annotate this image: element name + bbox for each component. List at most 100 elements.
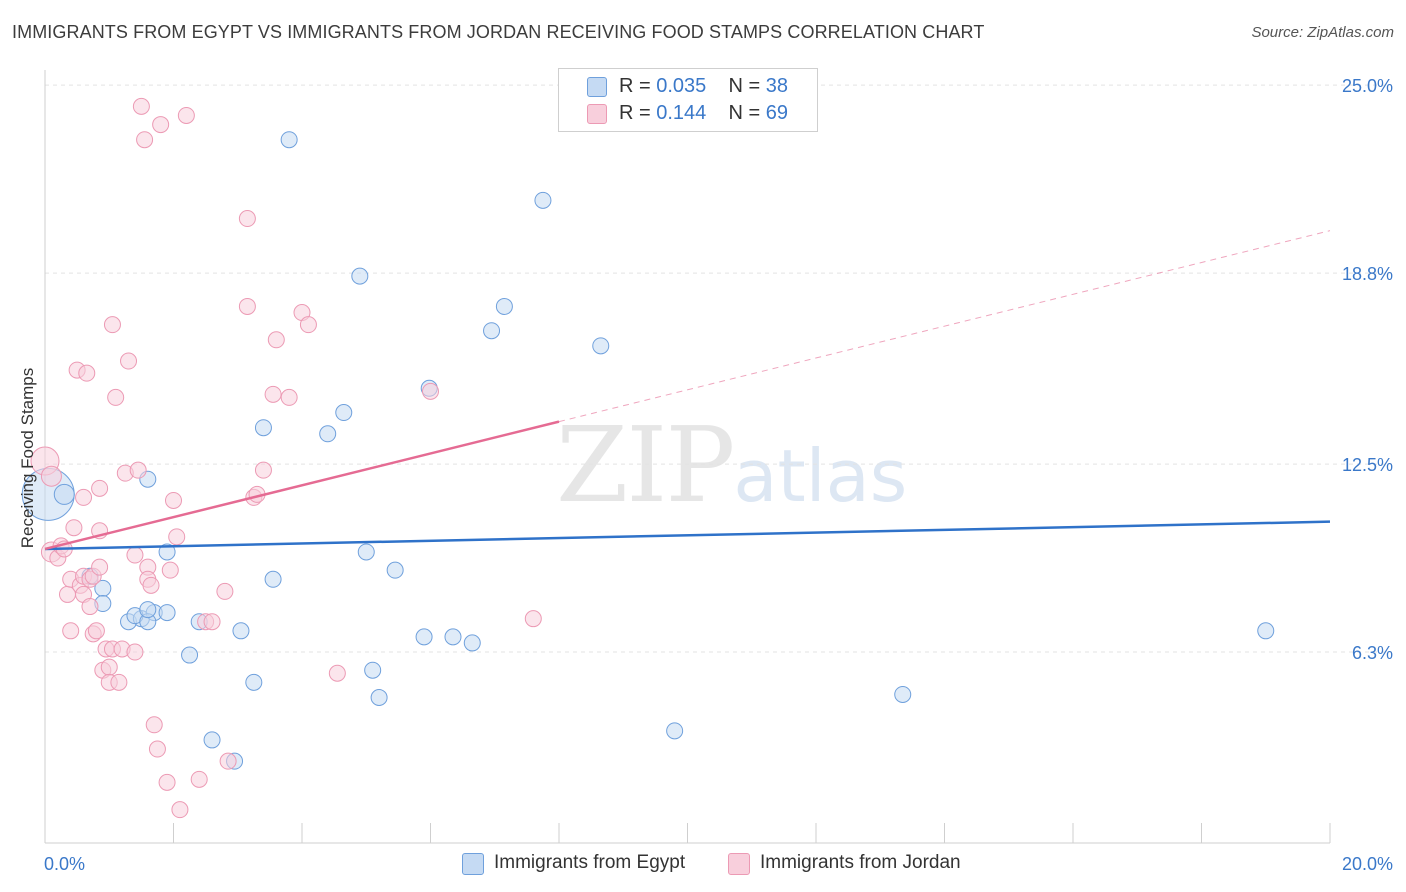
- data-point-jordan: [267, 331, 285, 349]
- data-point-jordan: [238, 297, 256, 315]
- data-point-jordan: [132, 97, 150, 115]
- data-point-jordan: [524, 610, 542, 628]
- data-point-egypt: [181, 646, 199, 664]
- data-point-egypt: [254, 419, 272, 437]
- data-point-egypt: [264, 570, 282, 588]
- data-point-jordan: [145, 716, 163, 734]
- data-point-jordan: [126, 546, 144, 564]
- data-point-egypt: [280, 131, 298, 149]
- data-point-jordan: [87, 622, 105, 640]
- x-tick-label: 0.0%: [44, 854, 85, 874]
- y-tick-label: 6.3%: [1352, 643, 1393, 663]
- legend-r-value-jordan: 0.144: [656, 102, 707, 124]
- data-point-jordan: [254, 461, 272, 479]
- data-point-jordan: [120, 352, 138, 370]
- source-credit: Source: ZipAtlas.com: [1251, 24, 1394, 41]
- data-point-jordan: [91, 479, 109, 497]
- chart-title: IMMIGRANTS FROM EGYPT VS IMMIGRANTS FROM…: [12, 22, 985, 42]
- data-point-egypt: [463, 634, 481, 652]
- data-point-egypt: [351, 267, 369, 285]
- data-point-egypt: [415, 628, 433, 646]
- data-point-jordan: [152, 116, 170, 134]
- data-point-egypt: [386, 561, 404, 579]
- legend-r-value-egypt: 0.035: [656, 75, 707, 97]
- data-point-jordan: [126, 643, 144, 661]
- data-point-jordan: [280, 388, 298, 406]
- y-tick-label: 25.0%: [1342, 76, 1393, 96]
- data-point-jordan: [81, 598, 99, 616]
- data-point-jordan: [100, 658, 118, 676]
- y-tick-label: 12.5%: [1342, 455, 1393, 475]
- data-point-jordan: [110, 673, 128, 691]
- legend-swatch-jordan: [587, 104, 607, 124]
- y-axis-label: Receiving Food Stamps: [18, 367, 37, 549]
- trend-extension-jordan: [558, 230, 1331, 423]
- data-point-jordan: [136, 131, 154, 149]
- data-point-egypt: [158, 604, 176, 622]
- data-point-jordan: [161, 561, 179, 579]
- data-point-jordan: [190, 770, 208, 788]
- data-point-jordan: [103, 316, 121, 334]
- data-point-egypt: [203, 731, 221, 749]
- data-point-jordan: [264, 385, 282, 403]
- data-point-jordan: [328, 664, 346, 682]
- data-point-jordan: [75, 488, 93, 506]
- data-point-egypt: [534, 191, 552, 209]
- data-point-egypt: [370, 688, 388, 706]
- data-point-jordan: [219, 752, 237, 770]
- watermark-atlas: atlas: [733, 434, 908, 518]
- data-point-jordan: [129, 461, 147, 479]
- data-point-jordan: [168, 528, 186, 546]
- data-point-jordan: [171, 801, 189, 819]
- watermark-zip: ZIP: [556, 404, 735, 526]
- data-point-egypt: [592, 337, 610, 355]
- y-tick-label: 18.8%: [1342, 264, 1393, 284]
- data-point-jordan: [216, 582, 234, 600]
- data-point-egypt: [245, 673, 263, 691]
- legend-r-label-jordan: R =: [619, 102, 657, 124]
- data-point-egypt: [232, 622, 250, 640]
- data-point-jordan: [62, 622, 80, 640]
- data-point-egypt: [666, 722, 684, 740]
- bottom-legend-label-egypt: Immigrants from Egypt: [494, 852, 686, 873]
- data-point-egypt: [444, 628, 462, 646]
- bottom-legend-label-jordan: Immigrants from Jordan: [760, 852, 961, 873]
- data-point-jordan: [148, 740, 166, 758]
- data-point-jordan: [142, 576, 160, 594]
- data-point-egypt: [158, 543, 176, 561]
- legend-swatch-egypt: [587, 77, 607, 97]
- data-point-jordan: [203, 613, 221, 631]
- legend-n-value-egypt: 38: [765, 75, 789, 97]
- data-point-egypt: [364, 661, 382, 679]
- legend-r-label-egypt: R =: [619, 75, 657, 97]
- data-point-jordan: [40, 465, 62, 487]
- data-point-jordan: [238, 210, 256, 228]
- data-point-jordan: [158, 773, 176, 791]
- data-point-egypt: [53, 483, 75, 505]
- bottom-legend-swatch-egypt: [462, 853, 484, 875]
- data-point-egypt: [483, 322, 501, 340]
- data-point-egypt: [335, 404, 353, 422]
- bottom-legend-swatch-jordan: [728, 853, 750, 875]
- data-point-jordan: [78, 364, 96, 382]
- data-point-egypt: [1257, 622, 1275, 640]
- data-point-jordan: [299, 316, 317, 334]
- data-point-jordan: [107, 388, 125, 406]
- data-point-egypt: [319, 425, 337, 443]
- x-tick-label: 20.0%: [1342, 854, 1393, 874]
- trend-line-egypt: [44, 520, 1331, 551]
- data-point-jordan: [91, 558, 109, 576]
- data-point-jordan: [177, 106, 195, 124]
- data-point-jordan: [165, 491, 182, 509]
- legend-box: R = 0.035 N = 38 R = 0.144 N = 69: [558, 68, 818, 132]
- data-point-jordan: [422, 382, 439, 400]
- data-point-jordan: [65, 519, 83, 537]
- data-point-egypt: [495, 297, 513, 315]
- legend-n-label-jordan: N =: [728, 102, 766, 124]
- data-point-egypt: [357, 543, 375, 561]
- legend-n-label-egypt: N =: [728, 75, 766, 97]
- data-point-egypt: [894, 685, 912, 703]
- trend-line-jordan: [44, 420, 560, 551]
- data-point-egypt: [139, 601, 157, 619]
